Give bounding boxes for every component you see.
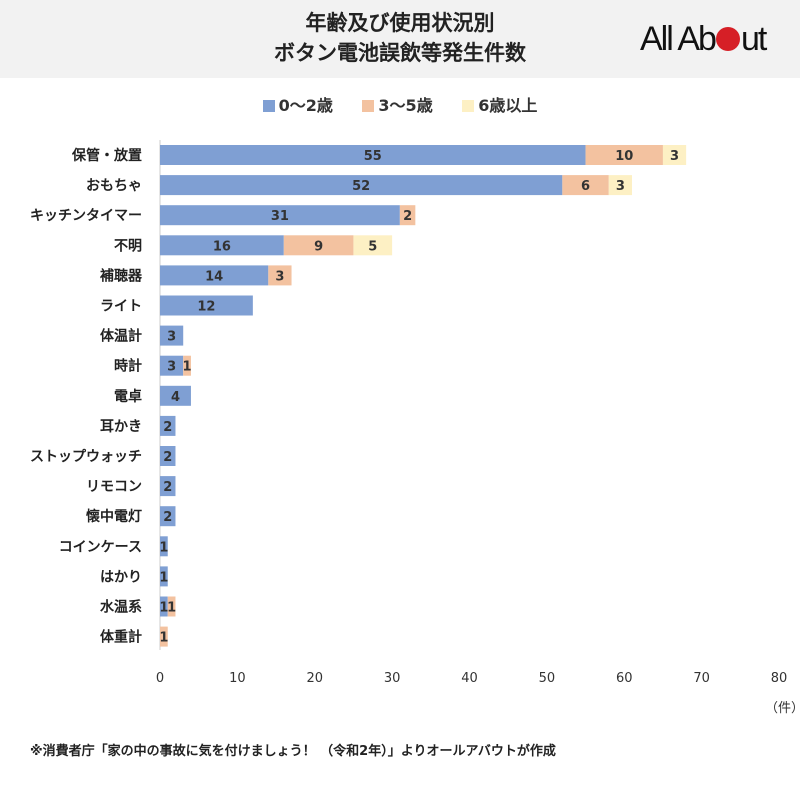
bar-segment	[160, 415, 176, 436]
category-label: コインケース	[59, 539, 142, 555]
legend-label: 3〜5歳	[378, 96, 433, 115]
category-label: リモコン	[86, 479, 142, 495]
bar-segment	[283, 235, 354, 256]
all-about-logo: All Ab ut	[640, 20, 767, 58]
bar-segment	[662, 145, 687, 165]
data-label: 3	[167, 330, 176, 345]
category-label: はかり	[100, 569, 142, 585]
x-tick-label: 20	[306, 671, 323, 686]
legend-swatch	[462, 100, 475, 112]
data-label: 2	[163, 450, 172, 465]
bar-segment	[160, 265, 269, 286]
category-label: 電卓	[114, 388, 142, 405]
legend-label: 0〜2歳	[278, 96, 333, 115]
category-label: おもちゃ	[86, 178, 142, 194]
data-label: 14	[205, 269, 223, 284]
bar-segment	[160, 566, 168, 587]
legend-item-6plus: 6歳以上	[462, 92, 537, 116]
data-label: 6	[581, 179, 590, 194]
category-label: 水温系	[100, 599, 142, 616]
bar-segment	[160, 325, 184, 346]
category-label: 保管・放置	[71, 147, 142, 164]
title-line-2: ボタン電池誤飲等発生件数	[274, 41, 526, 65]
bar-segment	[160, 175, 563, 196]
bar-segment	[160, 205, 400, 226]
data-label: 2	[403, 209, 412, 224]
data-label: 1	[159, 570, 168, 585]
legend-label: 6歳以上	[478, 96, 538, 115]
data-label: 31	[271, 209, 289, 224]
x-tick-label: 10	[229, 671, 246, 686]
data-label: 12	[197, 300, 215, 315]
data-label: 52	[352, 179, 370, 194]
category-label: キッチンタイマー	[30, 208, 142, 224]
category-label: 耳かき	[100, 419, 142, 435]
data-label: 1	[183, 360, 192, 375]
data-label: 55	[364, 149, 382, 164]
data-label: 2	[163, 420, 172, 435]
category-label: 補聴器	[99, 267, 143, 284]
x-axis-unit: （件）	[765, 701, 800, 716]
data-label: 1	[167, 601, 176, 616]
bar-segment	[160, 446, 176, 466]
title-line-1: 年齢及び使用状況別	[305, 11, 495, 35]
bar-segment	[160, 355, 184, 376]
chart-title: 年齢及び使用状況別 ボタン電池誤飲等発生件数	[200, 8, 600, 68]
data-label: 1	[159, 631, 168, 646]
bar-segment	[160, 506, 176, 527]
category-label: 体温計	[100, 328, 142, 345]
legend-item-3-5: 3〜5歳	[362, 92, 433, 116]
x-tick-label: 50	[539, 671, 556, 686]
data-label: 2	[163, 480, 172, 495]
data-label: 9	[314, 239, 323, 254]
category-label: 懐中電灯	[86, 508, 142, 525]
legend: 0〜2歳 3〜5歳 6歳以上	[0, 92, 800, 116]
data-label: 3	[616, 179, 625, 194]
bar-segment	[160, 295, 253, 316]
bar-segment	[353, 235, 393, 256]
bar-segment	[160, 626, 168, 647]
bar-segment	[167, 596, 176, 617]
data-label: 4	[171, 390, 180, 405]
bar-segment	[562, 175, 609, 196]
bar-segment	[160, 476, 176, 497]
legend-item-0-2: 0〜2歳	[262, 92, 333, 116]
data-label: 3	[167, 360, 176, 375]
data-label: 16	[213, 239, 231, 254]
legend-swatch	[262, 100, 275, 112]
x-tick-label: 60	[616, 671, 633, 686]
bar-segment	[160, 235, 284, 256]
x-tick-label: 40	[461, 671, 478, 686]
category-label: ストップウォッチ	[30, 449, 142, 465]
bar-segment	[183, 355, 191, 376]
data-label: 3	[670, 149, 679, 164]
x-tick-label: 0	[156, 671, 164, 686]
category-label: 体重計	[100, 629, 142, 646]
bar-segment	[268, 265, 292, 286]
bar-segment	[160, 596, 168, 617]
x-tick-label: 80	[771, 671, 788, 686]
bar-segment	[608, 175, 632, 196]
data-label: 1	[159, 601, 168, 616]
header: 年齢及び使用状況別 ボタン電池誤飲等発生件数 All Ab ut	[0, 0, 800, 78]
bar-segment	[399, 205, 416, 226]
data-label: 10	[615, 149, 633, 164]
category-label: ライト	[100, 299, 142, 315]
data-label: 1	[159, 540, 168, 555]
bar-segment	[585, 145, 663, 165]
data-label: 3	[275, 269, 284, 284]
x-tick-label: 30	[384, 671, 401, 686]
bar-segment	[160, 385, 191, 406]
footnote: ※消費者庁「家の中の事故に気を付けましょう！ （令和2年）」よりオールアバウトが…	[30, 744, 556, 759]
x-tick-label: 70	[693, 671, 710, 686]
category-label: 時計	[114, 358, 142, 375]
category-label: 不明	[114, 238, 142, 254]
bar-segment	[160, 145, 586, 165]
legend-swatch	[362, 100, 375, 112]
data-label: 5	[368, 239, 377, 254]
bar-segment	[160, 536, 168, 557]
data-label: 2	[163, 510, 172, 525]
